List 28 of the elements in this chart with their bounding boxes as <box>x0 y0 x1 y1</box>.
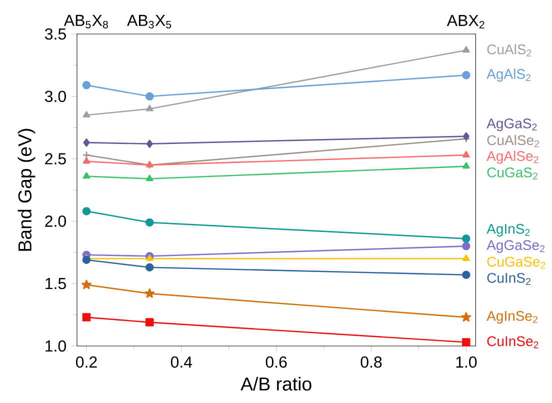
series-label: CuAlSe$_{2}$ <box>487 134 540 148</box>
series-label: AgAlS$_{2}$ <box>486 68 530 82</box>
x-tick-label: 1.0 <box>456 356 477 368</box>
series-label: CuGaS$_{2}$ <box>487 167 538 180</box>
y-tick-label: 2.5 <box>45 153 66 164</box>
y-tick-label: 2.0 <box>45 216 66 227</box>
text: AB$_{3}$X$_{5}$ <box>127 14 172 28</box>
x-tick-label: 0.8 <box>360 356 382 368</box>
series-label: CuInSe$_{2}$ <box>487 336 538 348</box>
x-tick-label: 0.6 <box>266 356 287 368</box>
text: ABX$_{2}$ <box>446 15 484 28</box>
series-label: AgAlSe$_{2}$ <box>486 150 538 164</box>
x-tick-label: 0.4 <box>170 356 192 368</box>
y-axis-title: Band Gap (eV) <box>18 128 36 251</box>
series-label: AgInS$_{2}$ <box>486 224 530 237</box>
series-label: AgGaSe$_{2}$ <box>486 240 544 253</box>
y-tick-label: 3.0 <box>44 90 66 102</box>
y-tick-label: 3.5 <box>44 28 66 40</box>
y-tick-label: 1.0 <box>46 340 66 352</box>
text: AB$_{5}$X$_{8}$ <box>64 14 108 28</box>
y-tick-label: 1.5 <box>46 278 66 290</box>
series-label: AgInSe$_{2}$ <box>486 310 538 324</box>
series-label: CuGaSe$_{2}$ <box>487 256 546 269</box>
series-label: CuInS$_{2}$ <box>487 272 530 285</box>
x-axis-title: A/B ratio <box>240 376 312 391</box>
x-tick-label: 0.2 <box>76 356 97 368</box>
series-label: AgGaS$_{2}$ <box>486 118 537 132</box>
series-label: CuAlS$_{2}$ <box>487 44 532 56</box>
